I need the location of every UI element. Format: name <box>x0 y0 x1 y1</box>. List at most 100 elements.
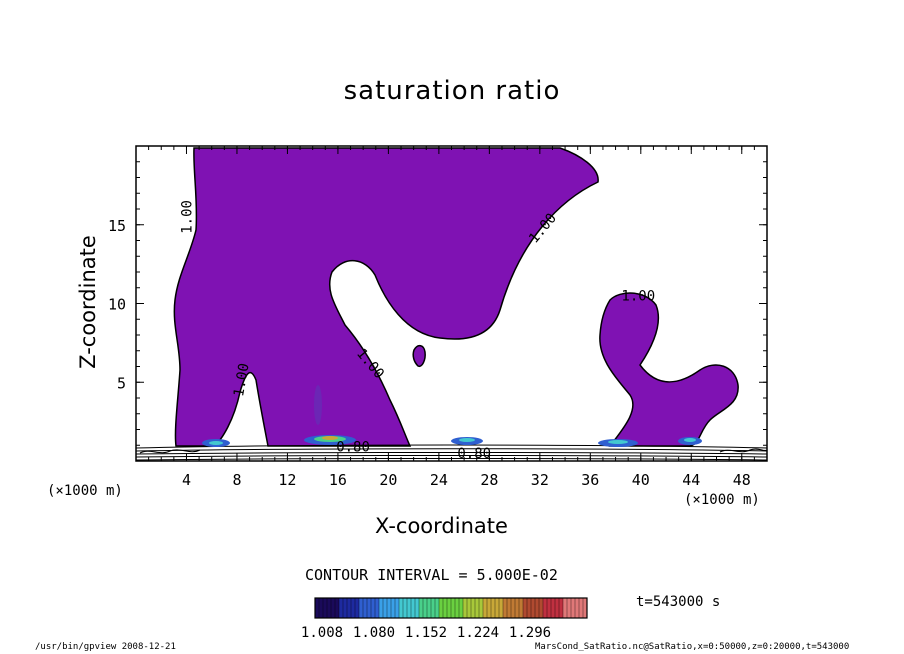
colorbar-cell <box>383 598 388 618</box>
colorbar-cell <box>379 598 384 618</box>
y-tick-label: 5 <box>117 374 126 392</box>
colorbar-cell <box>531 598 536 618</box>
colorbar-cell <box>559 598 564 618</box>
colorbar-cell <box>431 598 436 618</box>
y-axis-label: Z-coordinate <box>76 235 100 369</box>
x-tick-label: 32 <box>531 471 549 489</box>
chart-title: saturation ratio <box>343 76 561 106</box>
colorbar-cell <box>327 598 332 618</box>
colorbar-cell <box>459 598 464 618</box>
colorbar-tick-label: 1.080 <box>353 625 395 641</box>
colorbar-cell <box>491 598 496 618</box>
x-tick-label: 16 <box>329 471 347 489</box>
x-axis-label: X-coordinate <box>375 514 508 538</box>
colorbar-tick-label: 1.008 <box>301 625 343 641</box>
contour-label: 0.80 <box>457 446 491 462</box>
saturation-region-right <box>599 292 739 447</box>
colorbar-cell <box>347 598 352 618</box>
y-axis: 5 10 15 <box>108 161 767 446</box>
contour-labels: 1.00 1.001.001.001.000.800.80 <box>180 200 656 462</box>
colorbar-cell <box>527 598 532 618</box>
x-unit-left: (×1000 m) <box>47 483 123 499</box>
colorbar-cell <box>495 598 500 618</box>
colorbar-cell <box>395 598 400 618</box>
colorbar-cell <box>551 598 556 618</box>
colorbar-cell <box>355 598 360 618</box>
colorbar-cell <box>483 598 488 618</box>
colorbar-tick-label: 1.296 <box>509 625 551 641</box>
colorbar-cell <box>419 598 424 618</box>
colorbar-cell <box>391 598 396 618</box>
contour-label: 0.80 <box>336 440 370 456</box>
colorbar-cell <box>547 598 552 618</box>
contour-label: 1.00 <box>231 362 253 398</box>
colorbar-cell <box>439 598 444 618</box>
colorbar-cell <box>339 598 344 618</box>
colorbar-cell <box>515 598 520 618</box>
colorbar-cell <box>567 598 572 618</box>
x-tick-label: 20 <box>379 471 397 489</box>
ground-contours <box>136 444 767 461</box>
colorbar-cell <box>411 598 416 618</box>
x-tick-label: 48 <box>733 471 751 489</box>
x-axis: 4 8 12 16 20 24 28 32 36 40 44 48 <box>135 146 768 489</box>
footer-right: MarsCond_SatRatio.nc@SatRatio,x=0:50000,… <box>535 642 850 652</box>
colorbar-cell <box>351 598 356 618</box>
colorbar-cell <box>539 598 544 618</box>
x-tick-label: 28 <box>480 471 498 489</box>
x-tick-label: 4 <box>182 471 191 489</box>
colorbar-cell <box>507 598 512 618</box>
colorbar-cell <box>543 598 548 618</box>
colorbar-cell <box>343 598 348 618</box>
colorbar-cell <box>427 598 432 618</box>
saturation-region-main <box>173 147 599 447</box>
colorbar-cell <box>479 598 484 618</box>
x-unit-right: (×1000 m) <box>684 492 760 508</box>
x-tick-label: 44 <box>682 471 700 489</box>
colorbar-cell <box>423 598 428 618</box>
colorbar-cell <box>363 598 368 618</box>
y-tick-label: 15 <box>108 217 126 235</box>
colorbar-cell <box>375 598 380 618</box>
surface-hotspots <box>202 385 702 447</box>
colorbar-cell <box>435 598 440 618</box>
colorbar-cell <box>447 598 452 618</box>
colorbar-cell <box>467 598 472 618</box>
y-tick-label: 10 <box>108 296 126 314</box>
colorbar-cell <box>519 598 524 618</box>
colorbar-cell <box>399 598 404 618</box>
colorbar-cell <box>407 598 412 618</box>
saturation-region-small <box>412 344 426 368</box>
colorbar-cell <box>535 598 540 618</box>
colorbar-cell <box>387 598 392 618</box>
colorbar-cell <box>455 598 460 618</box>
colorbar-cell <box>463 598 468 618</box>
colorbar-cell <box>443 598 448 618</box>
colorbar-cell <box>403 598 408 618</box>
x-tick-label: 24 <box>430 471 448 489</box>
colorbar-cell <box>319 598 324 618</box>
x-tick-label: 8 <box>232 471 241 489</box>
colorbar-tick-label: 1.152 <box>405 625 447 641</box>
colorbar-cell <box>579 598 584 618</box>
x-tick-label: 40 <box>632 471 650 489</box>
colorbar-cell <box>475 598 480 618</box>
x-tick-label: 36 <box>581 471 599 489</box>
colorbar-cell <box>471 598 476 618</box>
colorbar-cell <box>563 598 568 618</box>
colorbar-cell <box>555 598 560 618</box>
colorbar-cell <box>323 598 328 618</box>
x-tick-label: 12 <box>278 471 296 489</box>
colorbar-cell <box>499 598 504 618</box>
colorbar-cell <box>371 598 376 618</box>
colorbar-cell <box>487 598 492 618</box>
colorbar-cell <box>503 598 508 618</box>
footer-left: /usr/bin/gpview 2008-12-21 <box>35 642 176 652</box>
colorbar-cell <box>451 598 456 618</box>
colorbar-cell <box>511 598 516 618</box>
colorbar-cell <box>523 598 528 618</box>
time-label: t=543000 s <box>636 594 721 610</box>
colorbar-cell <box>415 598 420 618</box>
colorbar-frame <box>314 597 588 619</box>
